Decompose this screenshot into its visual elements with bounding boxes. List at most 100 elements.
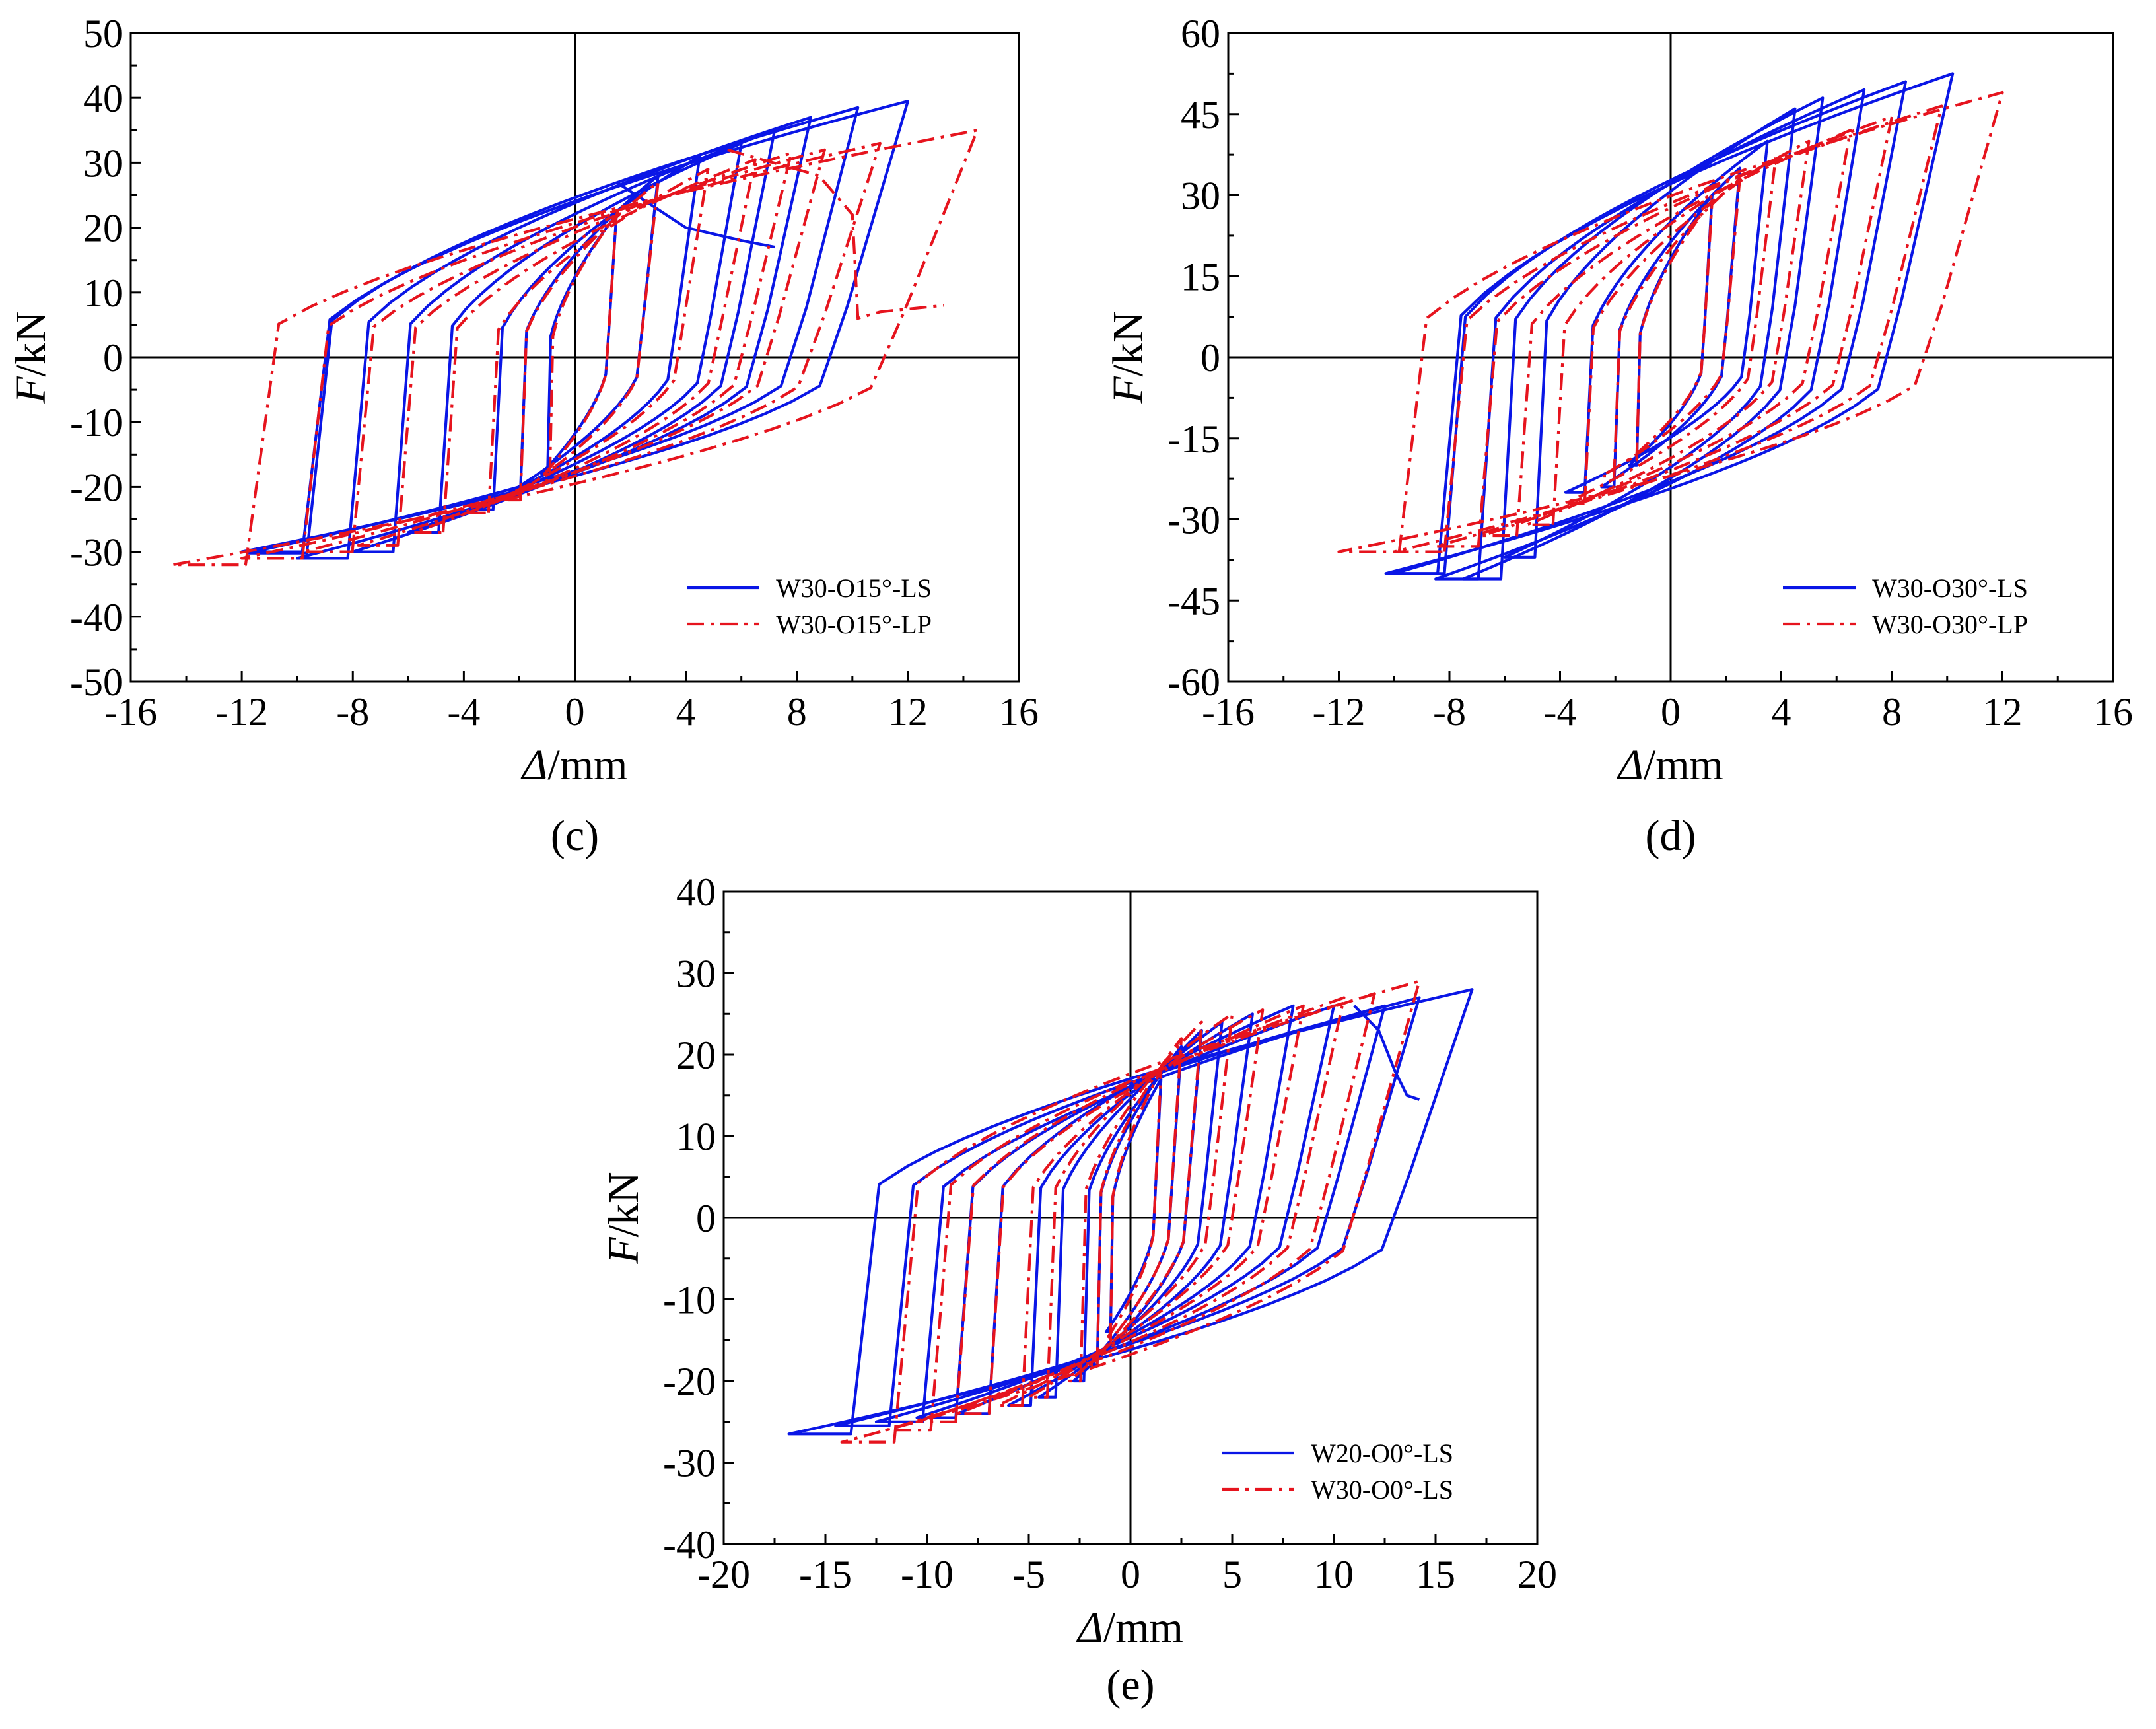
y-tick-label: -30 xyxy=(70,531,123,575)
series-group xyxy=(787,979,1474,1444)
x-tick-label: 12 xyxy=(1983,690,2023,734)
panel-e: -20 -15 -10 -5 0 5 10 15 20 40 30 20 10 0 -10 -20 -30 -40… xyxy=(600,870,1557,1709)
y-tick-label: 60 xyxy=(1181,12,1220,55)
y-tick-label: -15 xyxy=(1167,417,1220,461)
hysteresis-loop-a-7 xyxy=(1393,80,1907,575)
x-tick-label: -16 xyxy=(104,690,157,734)
hysteresis-loop-a-5 xyxy=(1007,1012,1254,1407)
y-tick-label: 10 xyxy=(676,1115,716,1159)
y-tick-label: -40 xyxy=(70,596,123,639)
hysteresis-loop-b-3 xyxy=(1564,156,1778,505)
y-tick-label: -10 xyxy=(70,401,123,444)
x-axis-unit: /mm xyxy=(1103,1604,1183,1652)
y-tick-label: 20 xyxy=(83,207,123,250)
hysteresis-loop-b-8 xyxy=(1337,90,2004,553)
panel-d: -16 -12 -8 -4 0 4 8 12 16604530150-15-30-45-60Δ/… xyxy=(1104,12,2133,860)
hysteresis-loop-a-10 xyxy=(787,988,1474,1436)
x-tick-label: 0 xyxy=(1121,1553,1140,1596)
hysteresis-loop-b-4 xyxy=(412,158,757,534)
hysteresis-loop-a-1 xyxy=(540,213,618,476)
x-tick-label: -5 xyxy=(1012,1553,1045,1596)
y-tick-label: 30 xyxy=(676,952,716,996)
hysteresis-loop-a-8 xyxy=(1384,72,1955,575)
x-tick-label: 10 xyxy=(1314,1553,1354,1596)
hysteresis-loop-b-6 xyxy=(301,148,826,553)
x-tick-label: 0 xyxy=(1661,690,1681,734)
series-group xyxy=(170,100,979,567)
y-tick-label: 15 xyxy=(1181,255,1220,299)
hysteresis-loop-b-9 xyxy=(840,979,1421,1444)
y-tick-label: -45 xyxy=(1167,579,1220,623)
panel-label: (d) xyxy=(1646,812,1696,860)
x-tick-label: -20 xyxy=(697,1553,750,1596)
x-axis-variable: Δ xyxy=(1616,741,1644,789)
hysteresis-loop-b-4 xyxy=(1027,1012,1234,1399)
y-axis-title: F/kN xyxy=(600,1172,648,1264)
hysteresis-loop-b-8 xyxy=(885,992,1376,1432)
y-axis-title: F/kN xyxy=(1104,311,1152,404)
hysteresis-loop-a-6 xyxy=(1434,88,1866,581)
x-axis-variable: Δ xyxy=(520,741,548,789)
y-tick-label: 0 xyxy=(696,1197,716,1240)
x-tick-label: 16 xyxy=(2093,690,2133,734)
y-tick-label: 50 xyxy=(83,12,123,55)
y-axis-unit: /kN xyxy=(1104,311,1152,376)
hysteresis-loop-a-8 xyxy=(240,100,909,553)
x-tick-label: -4 xyxy=(1544,690,1577,734)
y-tick-label: -20 xyxy=(663,1360,716,1403)
x-axis-title: Δ/mm xyxy=(1616,741,1723,789)
x-tick-label: -16 xyxy=(1202,690,1255,734)
panel-label: (c) xyxy=(551,812,599,860)
hysteresis-loop-b-1 xyxy=(543,213,618,476)
hysteresis-loop-b-8 xyxy=(170,129,979,567)
y-tick-label: -10 xyxy=(663,1279,716,1322)
y-tick-label: 10 xyxy=(83,271,123,315)
hysteresis-loop-b-5 xyxy=(357,151,793,547)
y-tick-label: -20 xyxy=(70,466,123,509)
legend: W30-O30°-LS W30-O30°-LP xyxy=(1783,573,2028,639)
x-tick-label: -12 xyxy=(215,690,268,734)
x-tick-label: 12 xyxy=(888,690,928,734)
y-tick-label: -50 xyxy=(70,660,123,704)
legend-label: W30-O30°-LS xyxy=(1872,573,2028,603)
y-tick-label: -60 xyxy=(1167,660,1220,704)
x-axis-unit: /mm xyxy=(547,741,627,789)
y-axis-variable: F xyxy=(1104,376,1152,404)
y-axis-variable: F xyxy=(600,1237,648,1265)
hysteresis-loop-b-1 xyxy=(1628,199,1714,462)
hysteresis-loop-a-3 xyxy=(1564,139,1769,494)
hysteresis-loop-a-9 xyxy=(834,996,1421,1427)
legend-label: W30-O15°-LS xyxy=(776,573,932,603)
hysteresis-loop-b-2 xyxy=(1088,1037,1183,1366)
hysteresis-loop-a-6 xyxy=(296,116,812,560)
hysteresis-loop-b-4 xyxy=(1525,139,1811,526)
y-axis-variable: F xyxy=(7,376,55,404)
y-axis-unit: /kN xyxy=(7,311,55,376)
x-tick-label: 5 xyxy=(1222,1553,1242,1596)
hysteresis-loop-b-7 xyxy=(1393,104,1943,553)
hysteresis-loop-b-3 xyxy=(468,168,710,514)
series-group xyxy=(1337,72,2004,581)
y-tick-label: -30 xyxy=(663,1442,716,1485)
legend-label: W30-O15°-LP xyxy=(776,610,932,639)
y-tick-label: 40 xyxy=(676,870,716,914)
legend: W30-O15°-LS W30-O15°-LP xyxy=(687,573,932,639)
hysteresis-loop-b-6 xyxy=(1434,115,1894,548)
x-tick-label: -8 xyxy=(1433,690,1466,734)
x-tick-label: 4 xyxy=(676,690,696,734)
y-axis-unit: /kN xyxy=(600,1172,648,1237)
x-tick-label: 8 xyxy=(1882,690,1902,734)
y-axis-title: F/kN xyxy=(7,311,55,404)
x-tick-label: 20 xyxy=(1517,1553,1557,1596)
x-tick-label: -8 xyxy=(336,690,369,734)
y-tick-label: 20 xyxy=(676,1034,716,1077)
y-tick-label: 45 xyxy=(1181,93,1220,137)
legend: W20-O0°-LS W30-O0°-LS xyxy=(1222,1438,1453,1504)
y-tick-label: 0 xyxy=(103,336,123,380)
x-axis-title: Δ/mm xyxy=(1076,1604,1183,1652)
x-tick-label: 0 xyxy=(565,690,585,734)
x-tick-label: -12 xyxy=(1313,690,1366,734)
y-tick-label: 0 xyxy=(1200,336,1220,380)
x-tick-label: 16 xyxy=(999,690,1039,734)
